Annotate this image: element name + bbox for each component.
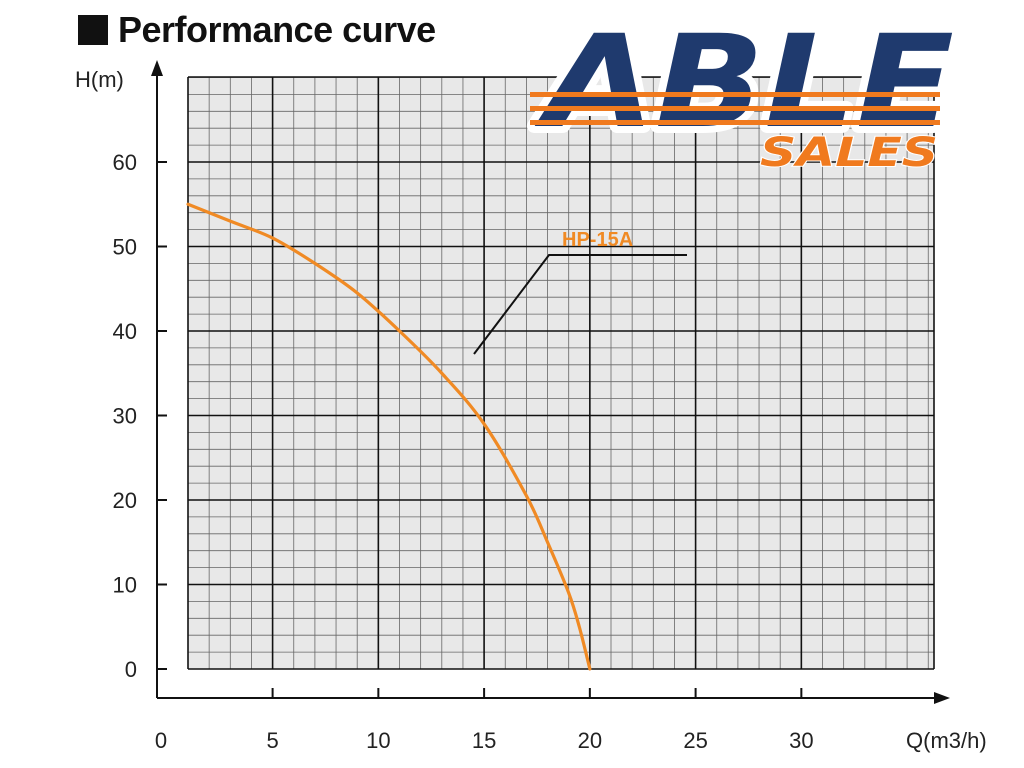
chart-title: Performance curve [78,8,436,52]
y-axis-label: H(m) [75,67,124,92]
logo-main-shadow: ABLE [534,8,954,157]
x-tick-label: 5 [266,728,278,753]
series-layer: HP-15A [186,202,687,671]
x-tick-label: 0 [155,728,167,753]
x-tick-label: 30 [789,728,813,753]
series-line-hp-15a [186,202,592,671]
logo-stripe [530,92,940,97]
square-bullet-icon [78,15,108,45]
x-axis-label: Q(m3/h) [906,728,987,753]
y-tick-label: 30 [113,404,137,429]
y-tick-label: 0 [125,657,137,682]
y-tick-label: 40 [113,319,137,344]
x-tick-label: 20 [578,728,602,753]
able-sales-logo: ABLE ABLE SALES [527,1,961,177]
logo-stripe [530,120,940,125]
tick-marks [157,161,803,698]
series-leader-line [473,254,687,355]
axes [151,60,950,704]
y-tick-label: 20 [113,488,137,513]
y-tick-label: 50 [113,235,137,260]
x-tick-label: 10 [366,728,390,753]
y-tick-label: 10 [113,573,137,598]
y-tick-label: 60 [113,150,137,175]
logo-stripe [530,106,940,111]
series-label: HP-15A [562,229,633,251]
major-grid [187,76,935,670]
x-tick-label: 25 [683,728,707,753]
x-axis-arrow-icon [934,692,950,704]
y-axis-arrow-icon [151,60,163,76]
chart-title-text: Performance curve [118,9,436,50]
tick-labels: 0 5 10 15 20 25 30 0 10 20 30 40 50 60 [113,150,814,753]
logo-stripes [530,92,940,125]
logo-sub-text: SALES [760,130,938,176]
logo-main-text: ABLE [534,8,954,157]
x-tick-label: 15 [472,728,496,753]
